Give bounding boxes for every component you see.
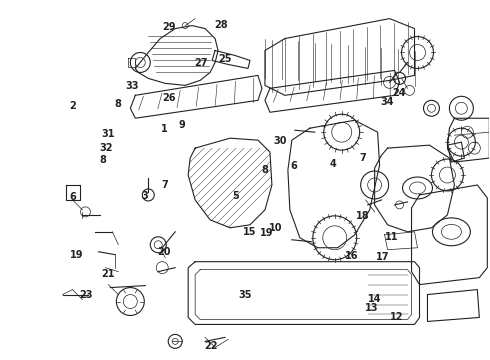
Text: 25: 25 (219, 54, 232, 64)
Text: 6: 6 (70, 192, 76, 202)
Text: 15: 15 (243, 227, 257, 237)
Text: 27: 27 (194, 58, 208, 68)
Text: 10: 10 (269, 224, 282, 233)
Text: 8: 8 (115, 99, 122, 109)
Text: 33: 33 (126, 81, 139, 91)
Text: 7: 7 (359, 153, 366, 163)
Text: 35: 35 (238, 290, 252, 300)
Text: 14: 14 (368, 294, 381, 304)
Text: 20: 20 (158, 247, 171, 257)
Text: 17: 17 (376, 252, 390, 262)
Text: 23: 23 (79, 291, 93, 301)
Text: 5: 5 (232, 191, 239, 201)
Text: 22: 22 (204, 341, 218, 351)
Text: 34: 34 (380, 97, 393, 107)
Text: 13: 13 (365, 303, 379, 314)
Text: 29: 29 (163, 22, 176, 32)
Text: 8: 8 (261, 165, 268, 175)
Text: 18: 18 (355, 211, 369, 221)
Text: 8: 8 (100, 155, 107, 165)
Text: 11: 11 (385, 232, 398, 242)
Text: 31: 31 (101, 129, 115, 139)
Text: 24: 24 (392, 88, 406, 98)
Text: 26: 26 (163, 93, 176, 103)
Text: 19: 19 (260, 228, 274, 238)
Text: 28: 28 (214, 20, 227, 30)
Text: 9: 9 (178, 121, 185, 130)
Text: 6: 6 (291, 161, 297, 171)
Text: 21: 21 (101, 269, 115, 279)
Text: 32: 32 (99, 143, 113, 153)
Text: 7: 7 (161, 180, 168, 190)
Text: 1: 1 (161, 124, 168, 134)
Text: 2: 2 (70, 102, 76, 112)
Text: 3: 3 (142, 191, 148, 201)
Text: 30: 30 (273, 136, 287, 145)
Text: 16: 16 (345, 251, 358, 261)
Text: 19: 19 (70, 250, 83, 260)
Text: 4: 4 (330, 159, 336, 169)
Text: 12: 12 (390, 312, 403, 322)
